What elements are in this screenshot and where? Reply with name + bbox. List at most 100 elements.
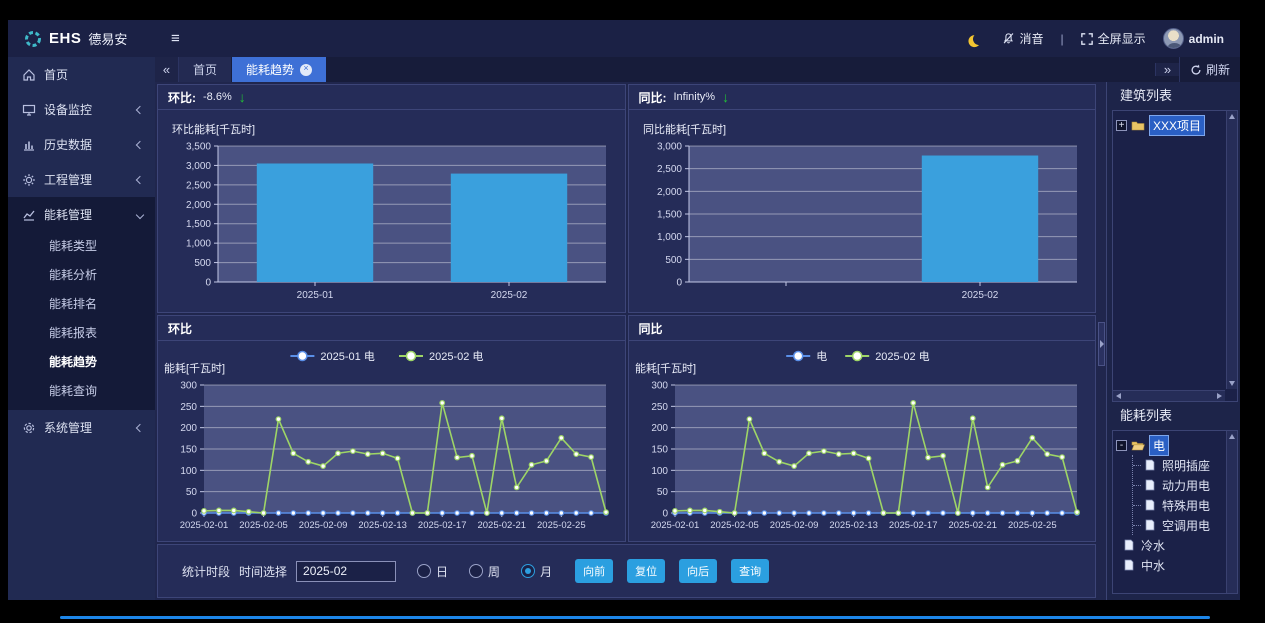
scroll-right-icon[interactable] bbox=[1217, 393, 1222, 399]
panel-huanbi-bar: 环比: -8.6% ↓ 0 500 1,000 1,500 2,000 2,500 3,00… bbox=[157, 84, 626, 313]
svg-text:1,000: 1,000 bbox=[186, 239, 211, 250]
stat-label: 同比: bbox=[638, 90, 667, 105]
tab-close-icon[interactable]: × bbox=[300, 63, 313, 76]
sidebar-subitem-energy-query[interactable]: 能耗查询 bbox=[49, 384, 98, 398]
prev-button[interactable]: 向前 bbox=[575, 559, 614, 583]
app-window: EHS 德易安 ≡ 消音 | 全屏显示 bbox=[8, 20, 1240, 600]
menu-toggle-icon[interactable]: ≡ bbox=[171, 30, 180, 47]
main-content: 环比: -8.6% ↓ 0 500 1,000 1,500 2,000 2,500 3,00… bbox=[155, 82, 1098, 600]
tabs-scroll-right-icon[interactable]: » bbox=[1154, 63, 1179, 76]
tree-node-power[interactable]: 动力用电 bbox=[1133, 475, 1225, 495]
svg-text:2025-02-25: 2025-02-25 bbox=[537, 520, 586, 531]
sidebar-item-energy-mgmt[interactable]: 能耗管理 bbox=[8, 197, 155, 232]
tree-node-label[interactable]: 中水 bbox=[1141, 558, 1166, 573]
tab-bar: « 首页 能耗趋势 × » 刷新 bbox=[155, 57, 1240, 82]
tree-node-label[interactable]: XXX项目 bbox=[1149, 114, 1206, 136]
trend-down-icon: ↓ bbox=[722, 89, 730, 105]
sidebar-item-device-monitor[interactable]: 设备监控 bbox=[8, 92, 155, 127]
svg-text:2,000: 2,000 bbox=[656, 187, 681, 198]
sidebar-item-history-data[interactable]: 历史数据 bbox=[8, 127, 155, 162]
sidebar-item-label: 历史数据 bbox=[44, 138, 93, 152]
theme-moon-icon[interactable] bbox=[971, 31, 985, 45]
stat-value: Infinity% bbox=[673, 91, 716, 103]
mute-button[interactable]: 消音 bbox=[1002, 30, 1044, 47]
svg-text:0: 0 bbox=[676, 278, 682, 289]
refresh-label: 刷新 bbox=[1205, 63, 1230, 77]
tree-expand-icon[interactable]: + bbox=[1116, 119, 1127, 131]
tree-node-project[interactable]: + XXX项目 bbox=[1116, 114, 1225, 136]
tree-node-lighting[interactable]: 照明插座 bbox=[1133, 455, 1225, 475]
building-tree-vscrollbar[interactable] bbox=[1226, 111, 1237, 389]
folder-icon bbox=[1131, 120, 1145, 131]
top-bar: EHS 德易安 ≡ 消音 | 全屏显示 bbox=[8, 20, 1240, 57]
tree-node-special[interactable]: 特殊用电 bbox=[1133, 495, 1225, 515]
tree-node-label[interactable]: 冷水 bbox=[1141, 538, 1166, 553]
radio-week[interactable]: 周 bbox=[469, 563, 500, 580]
tree-node-cold-water[interactable]: 冷水 bbox=[1124, 535, 1225, 555]
gear-icon bbox=[23, 422, 35, 433]
sidebar-subitem-energy-type[interactable]: 能耗类型 bbox=[49, 239, 98, 253]
sidebar-item-home[interactable]: 首页 bbox=[8, 57, 155, 92]
scroll-up-icon[interactable] bbox=[1229, 114, 1235, 119]
energy-list-title: 能耗列表 bbox=[1120, 408, 1173, 423]
tree-node-reclaimed-water[interactable]: 中水 bbox=[1124, 555, 1225, 575]
sidebar-subitem-energy-ranking[interactable]: 能耗排名 bbox=[49, 297, 98, 311]
svg-text:150: 150 bbox=[180, 445, 197, 456]
svg-text:2025-02-21: 2025-02-21 bbox=[948, 520, 997, 531]
sidebar-nav: 首页 设备监控 历史数据 工程管理 能耗管理 能耗类型 能耗分析 能耗排名 bbox=[8, 57, 155, 600]
fullscreen-button[interactable]: 全屏显示 bbox=[1080, 30, 1146, 47]
panel-tongbi-bar: 同比: Infinity% ↓ 0 500 1,000 1,500 2,000 2,500… bbox=[627, 84, 1096, 313]
scroll-up-icon[interactable] bbox=[1229, 434, 1235, 439]
tree-node-label[interactable]: 照明插座 bbox=[1162, 458, 1211, 473]
sidebar-item-system-mgmt[interactable]: 系统管理 bbox=[8, 410, 155, 445]
svg-text:能耗[千瓦时]: 能耗[千瓦时] bbox=[635, 361, 696, 375]
chart-tongbi-bar[interactable]: 0 500 1,000 1,500 2,000 2,500 3,000 同比能耗[千瓦时] 20… bbox=[629, 110, 1096, 312]
username: admin bbox=[1188, 31, 1224, 46]
tree-node-label[interactable]: 特殊用电 bbox=[1162, 498, 1211, 513]
sidebar-subitem-energy-analysis[interactable]: 能耗分析 bbox=[49, 268, 98, 282]
chart-tongbi-line[interactable]: 0 50 100 150 200 250 300 能耗[千瓦时] 电 2025-02 电 2025-… bbox=[629, 341, 1096, 541]
tree-node-hvac[interactable]: 空调用电 bbox=[1133, 515, 1225, 535]
scroll-down-icon[interactable] bbox=[1229, 381, 1235, 386]
tree-node-label[interactable]: 电 bbox=[1149, 434, 1170, 456]
chart-huanbi-bar[interactable]: 0 500 1,000 1,500 2,000 2,500 3,000 3,500 环比能耗[千… bbox=[158, 110, 625, 312]
tab-label: 首页 bbox=[193, 63, 218, 77]
energy-tree-vscrollbar[interactable] bbox=[1226, 431, 1237, 593]
reset-button[interactable]: 复位 bbox=[627, 559, 666, 583]
tab-energy-trend[interactable]: 能耗趋势 × bbox=[232, 57, 328, 82]
refresh-button[interactable]: 刷新 bbox=[1178, 57, 1240, 82]
panel-tongbi-line: 同比 0 50 100 150 200 250 300 能耗[千瓦时] 电 2025-02 电 20… bbox=[627, 315, 1096, 542]
query-button[interactable]: 查询 bbox=[731, 559, 770, 583]
right-sidebar: 建筑列表 + XXX项目 能耗列表 bbox=[1106, 82, 1240, 600]
tabs-scroll-left-icon[interactable]: « bbox=[155, 57, 179, 82]
picker-label: 时间选择 bbox=[239, 564, 288, 579]
chart-huanbi-line[interactable]: 0 50 100 150 200 250 300 能耗[千瓦时] 2025-01 电 2025-0… bbox=[158, 341, 625, 541]
building-tree-hscrollbar[interactable] bbox=[1113, 390, 1225, 401]
scroll-left-icon[interactable] bbox=[1116, 393, 1121, 399]
mute-bell-icon bbox=[1003, 33, 1013, 44]
sidebar-subitem-energy-trend[interactable]: 能耗趋势 bbox=[49, 355, 98, 369]
svg-text:1,000: 1,000 bbox=[656, 232, 681, 243]
user-menu[interactable]: admin bbox=[1162, 28, 1224, 49]
splitter-collapse-handle[interactable] bbox=[1098, 322, 1105, 366]
next-button[interactable]: 向后 bbox=[679, 559, 718, 583]
svg-text:2025-02-13: 2025-02-13 bbox=[829, 520, 878, 531]
radio-day[interactable]: 日 bbox=[417, 563, 448, 580]
panel-splitter bbox=[1098, 82, 1106, 600]
tab-home[interactable]: 首页 bbox=[179, 57, 233, 82]
panel-header-tongbi-line: 同比 bbox=[628, 316, 1095, 341]
date-input[interactable] bbox=[296, 560, 397, 582]
tree-node-label[interactable]: 空调用电 bbox=[1162, 518, 1211, 533]
tree-node-label[interactable]: 动力用电 bbox=[1162, 478, 1211, 493]
brand-name: 德易安 bbox=[88, 32, 128, 47]
sidebar-subitem-energy-report[interactable]: 能耗报表 bbox=[49, 326, 98, 340]
tree-node-electricity[interactable]: - 电 bbox=[1116, 434, 1225, 456]
cogs-icon bbox=[23, 173, 35, 186]
sidebar-item-label: 系统管理 bbox=[44, 421, 93, 435]
sidebar-item-project-mgmt[interactable]: 工程管理 bbox=[8, 162, 155, 197]
tabbar-spacer bbox=[327, 57, 1155, 82]
radio-month[interactable]: 月 bbox=[521, 563, 552, 580]
tree-collapse-icon[interactable]: - bbox=[1116, 439, 1127, 451]
time-control-bar: 统计时段 时间选择 日 周 月 向前 复位 向后 查询 bbox=[157, 544, 1096, 598]
panel-header-huanbi: 环比: -8.6% ↓ bbox=[158, 85, 625, 110]
